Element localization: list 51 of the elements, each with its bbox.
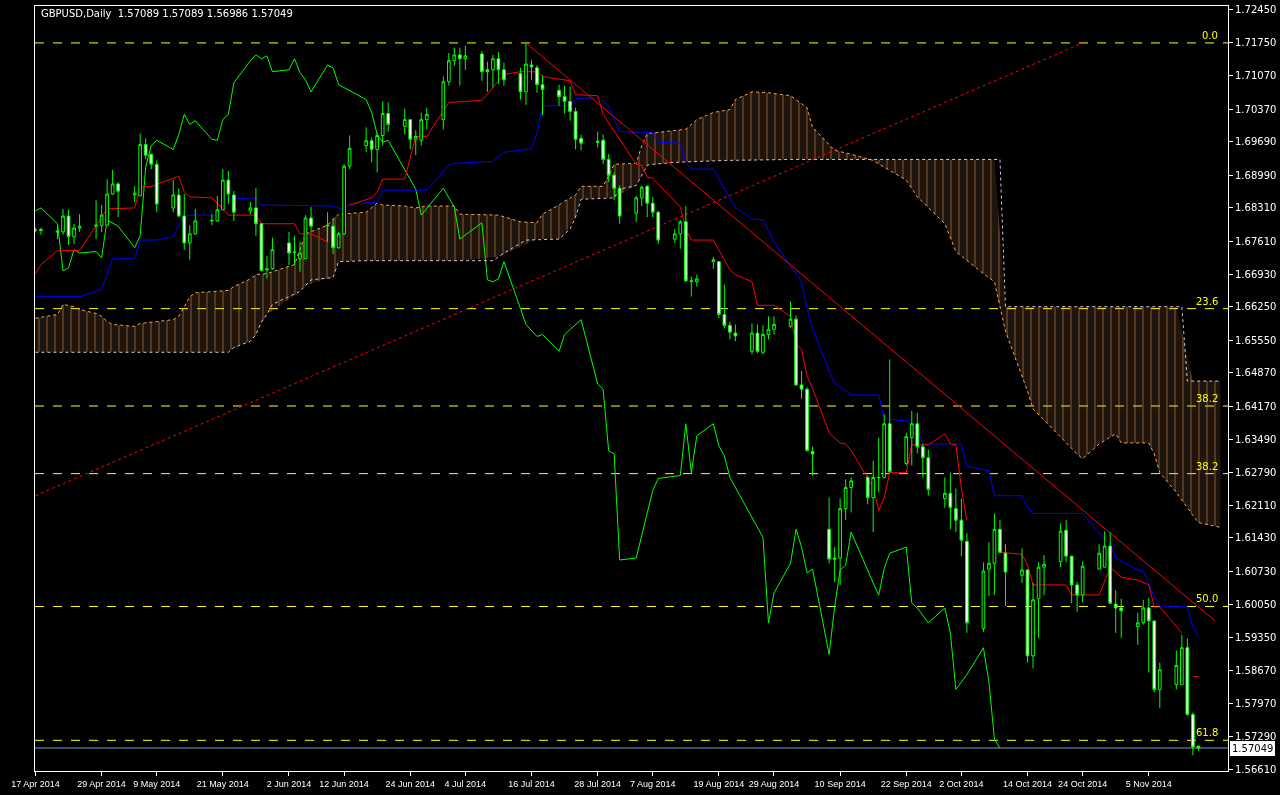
ref-line-label: 1.57049 bbox=[1232, 743, 1274, 754]
x-tick-label: 7 Aug 2014 bbox=[629, 778, 676, 789]
annotation: 61.8 bbox=[1196, 727, 1219, 738]
x-tick-label: 10 Sep 2014 bbox=[814, 778, 866, 789]
x-tick-label: 2 Oct 2014 bbox=[939, 778, 984, 789]
y-tick-label: 1.56610 bbox=[1235, 763, 1277, 775]
x-tick-label: 24 Jun 2014 bbox=[385, 778, 436, 789]
y-tick-label: 1.64170 bbox=[1235, 400, 1277, 412]
x-tick-label: 4 Jul 2014 bbox=[444, 778, 487, 789]
y-tick-label: 1.59350 bbox=[1235, 632, 1277, 644]
x-tick-label: 12 Jun 2014 bbox=[319, 778, 369, 789]
y-tick-label: 1.68310 bbox=[1235, 202, 1277, 214]
x-tick-label: 29 Aug 2014 bbox=[748, 778, 800, 789]
y-tick-label: 1.71750 bbox=[1235, 37, 1277, 49]
y-tick-label: 1.64870 bbox=[1235, 367, 1277, 379]
y-tick-label: 1.72450 bbox=[1235, 3, 1277, 15]
y-tick-label: 1.61430 bbox=[1235, 532, 1277, 544]
annotation: 0.0 bbox=[1202, 30, 1218, 41]
y-tick-label: 1.63490 bbox=[1235, 433, 1277, 445]
y-tick-label: 1.70370 bbox=[1235, 103, 1277, 115]
y-tick-label: 1.60050 bbox=[1235, 598, 1277, 610]
annotation: 50.0 bbox=[1196, 593, 1219, 604]
y-tick-label: 1.57970 bbox=[1235, 698, 1277, 710]
y-tick-label: 1.69690 bbox=[1235, 136, 1277, 148]
y-tick-label: 1.57290 bbox=[1235, 730, 1277, 742]
y-tick-label: 1.65550 bbox=[1235, 334, 1277, 346]
x-tick-label: 29 Apr 2014 bbox=[77, 778, 126, 789]
x-tick-label: 22 Sep 2014 bbox=[880, 778, 932, 789]
x-tick-label: 16 Jul 2014 bbox=[508, 778, 555, 789]
x-tick-label: 19 Aug 2014 bbox=[693, 778, 745, 789]
x-tick-label: 24 Oct 2014 bbox=[1058, 778, 1108, 789]
y-tick-label: 1.62790 bbox=[1235, 467, 1277, 479]
y-tick-label: 1.71070 bbox=[1235, 70, 1277, 82]
x-tick-label: 9 May 2014 bbox=[133, 778, 181, 789]
x-tick-label: 17 Apr 2014 bbox=[11, 778, 60, 789]
y-tick-label: 1.67610 bbox=[1235, 236, 1277, 247]
x-tick-label: 5 Nov 2014 bbox=[1125, 778, 1172, 789]
chart-title: GBPUSD,Daily 1.57089 1.57089 1.56986 1.57049 bbox=[40, 7, 293, 19]
x-tick-label: 28 Jul 2014 bbox=[574, 778, 621, 789]
y-tick-label: 1.60730 bbox=[1235, 565, 1277, 577]
y-tick-label: 1.66930 bbox=[1235, 268, 1277, 280]
annotation: 23.6 bbox=[1196, 296, 1219, 307]
y-tick-label: 1.62110 bbox=[1235, 499, 1277, 511]
x-tick-label: 21 May 2014 bbox=[196, 778, 249, 789]
x-tick-label: 14 Oct 2014 bbox=[1003, 778, 1053, 789]
annotation: 38.2 bbox=[1196, 393, 1219, 404]
y-tick-label: 1.58670 bbox=[1235, 664, 1277, 676]
x-tick-label: 2 Jun 2014 bbox=[266, 778, 312, 789]
annotation: 38.2 bbox=[1196, 461, 1219, 472]
y-tick-label: 1.68990 bbox=[1235, 169, 1277, 181]
y-tick-label: 1.66250 bbox=[1235, 301, 1277, 313]
